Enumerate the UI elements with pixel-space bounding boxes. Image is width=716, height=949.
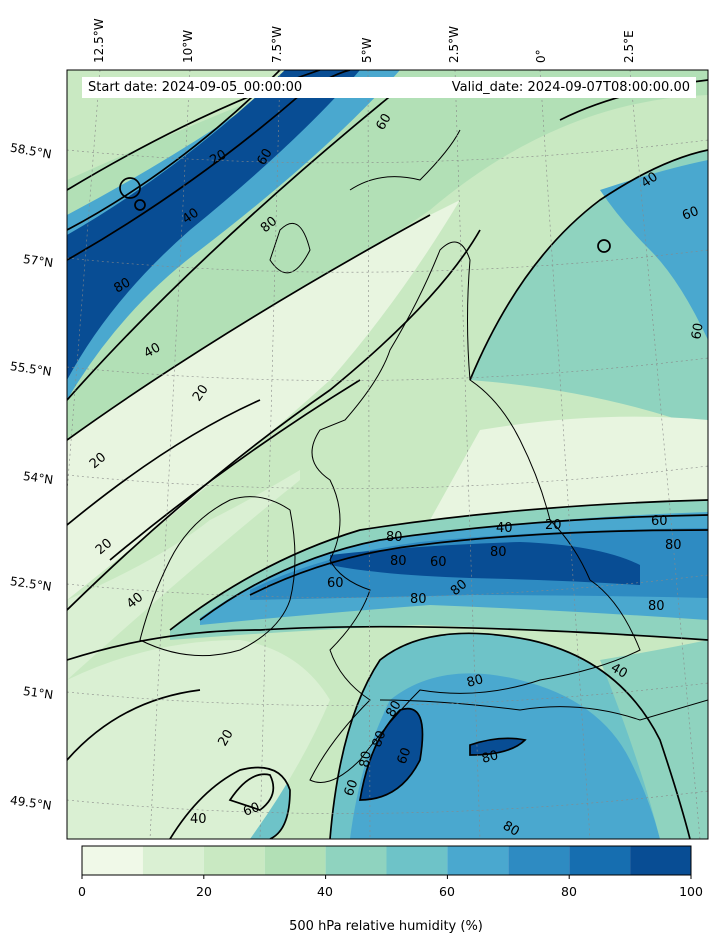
colorbar-ticks <box>81 875 692 879</box>
contour-label: 80 <box>490 545 507 560</box>
colorbar <box>82 846 691 875</box>
contour-label: 20 <box>545 518 562 533</box>
valid-date-label: Valid_date: 2024-09-07T08:00:00.00 <box>422 77 696 98</box>
colorbar-swatch <box>142 846 204 875</box>
contour-label: 60 <box>342 778 362 799</box>
contour-label: 60 <box>395 746 415 767</box>
colorbar-tick-label: 0 <box>78 884 86 899</box>
contour-label: 60 <box>651 514 668 529</box>
colorbar-swatch <box>264 846 326 875</box>
start-date-text: Start date: 2024-09-05_00:00:00 <box>88 80 303 95</box>
colorbar-tick-label: 100 <box>679 884 703 899</box>
contour-label: 80 <box>665 538 682 553</box>
colorbar-title: 500 hPa relative humidity (%) <box>289 919 483 934</box>
lon-label: 2.5°E <box>622 30 636 63</box>
colorbar-tick-label: 60 <box>439 884 455 899</box>
colorbar-tick-label: 80 <box>561 884 577 899</box>
colorbar-swatch <box>203 846 265 875</box>
colorbar-swatch <box>386 846 448 875</box>
contour-label: 60 <box>241 800 262 820</box>
contour-labels: 20 40 80 40 20 20 20 60 80 60 40 60 60 8… <box>87 111 707 840</box>
colorbar-swatch <box>325 846 387 875</box>
contour-label: 80 <box>480 748 500 767</box>
contour-label: 80 <box>410 592 427 607</box>
contour-label: 80 <box>112 275 134 296</box>
contour-label: 60 <box>430 555 447 570</box>
colorbar-frame <box>81 845 692 876</box>
valid-date-text: Valid_date: 2024-09-07T08:00:00.00 <box>451 80 690 95</box>
colorbar-swatch <box>630 846 691 875</box>
lon-label: 7.5°W <box>270 26 284 63</box>
contour-label: 40 <box>142 340 164 361</box>
start-date-label: Start date: 2024-09-05_00:00:00 <box>82 77 428 98</box>
colorbar-tick-label: 40 <box>317 884 333 899</box>
colorbar-swatch <box>82 846 143 875</box>
colorbar-swatch <box>569 846 631 875</box>
lon-label: 5°W <box>360 37 374 64</box>
contour-label: 60 <box>254 146 275 168</box>
colorbar-tick-label: 20 <box>196 884 212 899</box>
colorbar-swatch <box>447 846 509 875</box>
contour-label: 60 <box>680 204 701 224</box>
contour-label: 80 <box>465 672 485 691</box>
contour-label: 60 <box>327 576 344 591</box>
lon-label: 10°W <box>181 29 195 63</box>
humidity-field <box>67 70 708 839</box>
contour-label: 40 <box>190 812 207 827</box>
contour-label: 40 <box>496 521 513 536</box>
lon-label: 12.5°W <box>92 18 106 63</box>
contour-label: 80 <box>648 599 665 614</box>
graticule <box>67 70 708 839</box>
lon-label: 2.5°W <box>447 26 461 63</box>
contour-label: 80 <box>500 818 522 839</box>
lon-label: 0° <box>534 49 548 63</box>
map-frame <box>66 69 709 840</box>
contour-label: 20 <box>208 147 230 168</box>
contour-label: 80 <box>390 554 407 569</box>
contour-label: 20 <box>215 727 236 749</box>
colorbar-swatch <box>508 846 570 875</box>
contour-label: 60 <box>373 111 394 133</box>
contour-label: 60 <box>689 322 707 341</box>
coastline <box>139 129 708 783</box>
contour-label: 80 <box>370 729 390 750</box>
contour-label: 80 <box>357 750 375 769</box>
contour-label: 40 <box>608 660 630 681</box>
contour-label: 80 <box>386 530 403 545</box>
contour-label: 80 <box>383 698 404 720</box>
